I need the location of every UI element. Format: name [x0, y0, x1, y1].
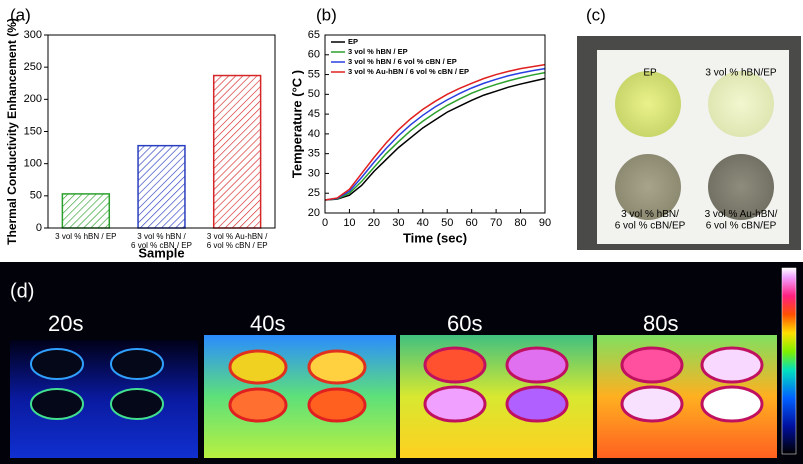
x-tick-label: 90	[539, 217, 551, 229]
y-tick-label: 200	[24, 93, 42, 105]
bar	[137, 144, 186, 229]
sample-label: 3 vol % hBN/6 vol % cBN/EP	[615, 209, 686, 232]
thermal-panel: (d) 20s 40s 60s 80s	[0, 262, 803, 464]
time-label: 40s	[250, 311, 285, 336]
series-line	[324, 67, 546, 201]
thermal-disks	[30, 346, 764, 423]
color-bar	[781, 267, 797, 455]
x-tick-label: 10	[343, 217, 355, 229]
x-tick-label: 3 vol % Au-hBN /6 vol % cBN / EP	[207, 232, 268, 250]
sample-label: 3 vol % hBN/EP	[705, 68, 776, 79]
y-tick-label: 0	[36, 222, 42, 234]
y-tick-label: 50	[308, 88, 320, 100]
x-tick-label: 0	[322, 217, 328, 229]
x-tick-label: 3 vol % hBN / EP	[55, 232, 116, 241]
sample-disk	[615, 154, 681, 220]
sample-disk	[708, 154, 774, 220]
legend-label: EP	[348, 37, 358, 46]
y-tick-label: 45	[308, 108, 320, 120]
x-tick-label: 50	[441, 217, 453, 229]
x-axis-label: Sample	[138, 245, 184, 260]
sample-disk	[708, 71, 774, 137]
panel-label: (a)	[10, 5, 31, 24]
panel-label: (c)	[586, 5, 606, 24]
panel-label: (b)	[316, 5, 337, 24]
sample-label: 3 vol % Au-hBN/6 vol % cBN/EP	[705, 209, 778, 232]
y-tick-label: 20	[308, 207, 320, 219]
bar	[212, 74, 262, 229]
y-axis-label: Temperature (°C )	[289, 70, 304, 178]
axes-frame	[324, 34, 546, 214]
y-tick-label: 300	[24, 29, 42, 41]
y-tick-label: 250	[24, 61, 42, 73]
x-tick-label: 70	[490, 217, 502, 229]
time-label: 20s	[48, 311, 83, 336]
x-tick-label: 60	[466, 217, 478, 229]
y-tick-label: 60	[308, 49, 320, 61]
sample-disk	[615, 71, 681, 137]
x-tick-label: 80	[514, 217, 526, 229]
legend-label: 3 vol % Au-hBN / 6 vol % cBN / EP	[348, 67, 469, 76]
bar	[61, 193, 111, 229]
time-label: 80s	[643, 311, 678, 336]
y-tick-label: 25	[308, 187, 320, 199]
y-tick-label: 40	[308, 128, 320, 140]
y-tick-label: 65	[308, 29, 320, 41]
y-axis-label: Thermal Conductivity Enhancement (%)	[5, 18, 19, 245]
y-tick-label: 55	[308, 68, 320, 80]
y-tick-label: 30	[308, 167, 320, 179]
panel-label: (d)	[10, 280, 34, 302]
y-tick-label: 50	[30, 190, 42, 202]
time-label: 60s	[447, 311, 482, 336]
x-tick-label: 40	[417, 217, 429, 229]
series-line	[324, 71, 546, 201]
y-tick-label: 35	[308, 148, 320, 160]
x-axis-label: Time (sec)	[403, 230, 467, 245]
series-line	[324, 63, 546, 201]
y-tick-label: 100	[24, 158, 42, 170]
x-tick-label: 20	[368, 217, 380, 229]
series-line	[324, 77, 546, 201]
sample-label: EP	[643, 68, 657, 79]
x-tick-label: 30	[392, 217, 404, 229]
legend-label: 3 vol % hBN / EP	[348, 47, 408, 56]
y-tick-label: 150	[24, 125, 42, 137]
photo-panel: (c) EP 3 vol % hBN/EP 3 vol % hBN/6 vol …	[577, 5, 801, 250]
legend-label: 3 vol % hBN / 6 vol % cBN / EP	[348, 57, 457, 66]
x-tick-label: 3 vol % hBN /6 vol % cBN / EP	[131, 232, 192, 250]
axes-frame	[47, 34, 276, 229]
